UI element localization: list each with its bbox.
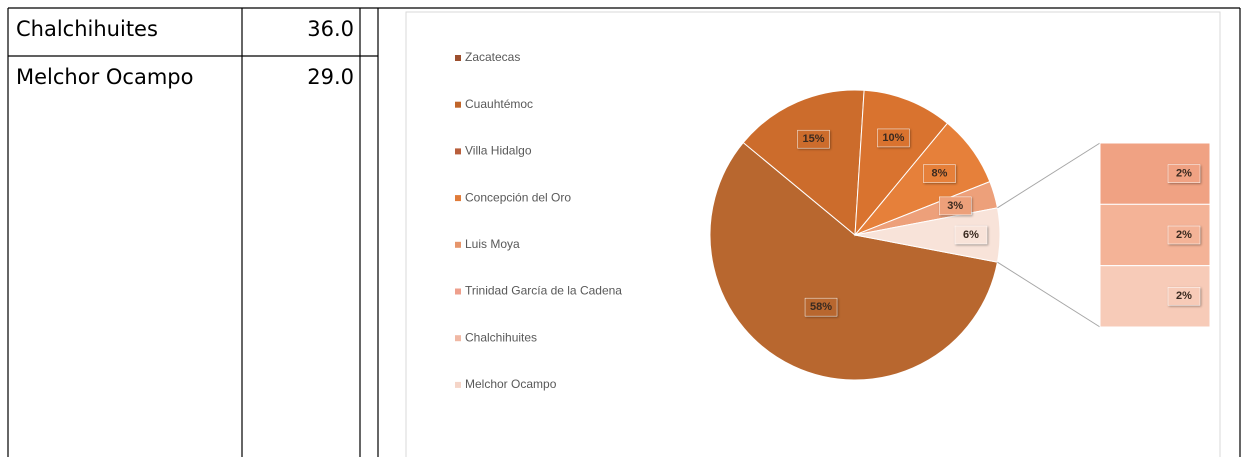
table-borders	[7, 7, 1241, 457]
data-label: 10%	[882, 132, 904, 144]
data-label-box	[797, 129, 830, 149]
data-label: 2%	[1176, 229, 1192, 241]
legend-swatch	[455, 195, 461, 202]
data-label: 15%	[803, 133, 825, 145]
legend-label: Melchor Ocampo	[465, 377, 557, 391]
data-label: 2%	[1176, 290, 1192, 302]
legend-label: Cuauhtémoc	[465, 97, 533, 111]
legend-swatch	[455, 55, 461, 61]
pie-slice	[854, 89, 949, 237]
data-label-box	[804, 297, 838, 317]
data-label-box	[1167, 287, 1201, 306]
cell: Melchor Ocampo	[16, 65, 194, 89]
cell: 29.0	[307, 65, 354, 89]
pie-slice-other	[854, 207, 1001, 263]
legend-swatch	[455, 335, 461, 342]
chart: Zacatecas Cuauhtémoc Villa Hidalgo Concepci…	[455, 50, 1211, 391]
data-label: 6%	[963, 229, 979, 241]
legend-swatch	[455, 148, 461, 155]
data-label: 2%	[1176, 168, 1192, 180]
legend-swatch	[455, 381, 461, 388]
pie-slice	[709, 141, 999, 381]
data-label-box	[939, 196, 972, 216]
legend-label: Concepción del Oro	[465, 190, 571, 204]
connector	[997, 142, 1101, 209]
data-label: 58%	[810, 301, 832, 313]
data-label: 8%	[932, 168, 948, 180]
legend-swatch	[455, 101, 461, 108]
data-label-box	[877, 128, 910, 148]
pie-slice	[742, 89, 865, 237]
data-label-box	[954, 225, 988, 245]
legend-label: Luis Moya	[465, 237, 520, 251]
legend-swatch	[455, 241, 461, 248]
legend-swatch	[455, 288, 461, 295]
cell: 36.0	[307, 17, 354, 41]
data-label: 3%	[947, 200, 963, 212]
legend-label: Trinidad García de la Cadena	[465, 284, 622, 298]
cell: Chalchihuites	[16, 17, 158, 41]
data-label-box	[1167, 225, 1201, 245]
data-label-box	[923, 164, 956, 183]
connector	[997, 261, 1101, 328]
data-label-box	[1167, 164, 1201, 183]
legend-label: Chalchihuites	[465, 330, 537, 344]
legend-label: Zacatecas	[465, 50, 520, 64]
legend-label: Villa Hidalgo	[465, 144, 532, 158]
